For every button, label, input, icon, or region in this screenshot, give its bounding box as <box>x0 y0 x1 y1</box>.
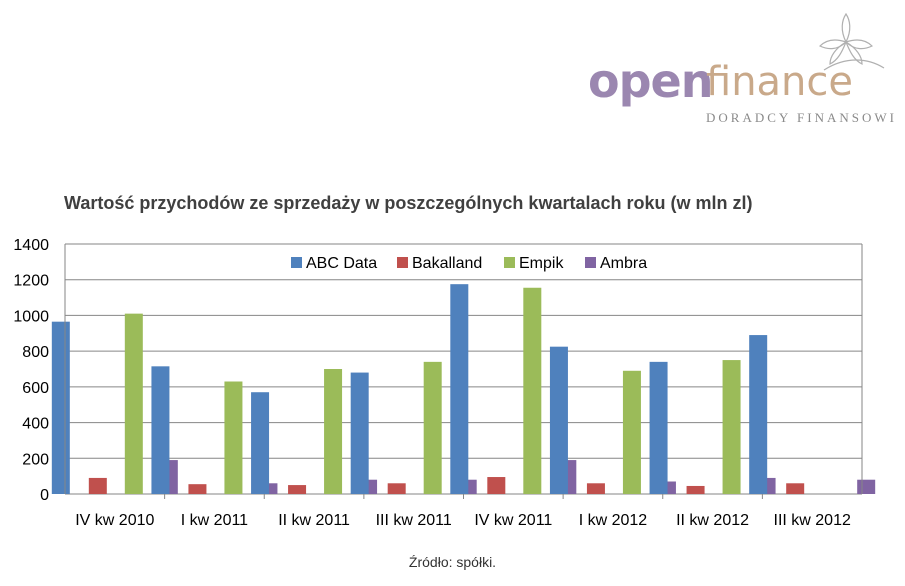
bar-bakalland <box>288 485 307 494</box>
source-note: Źródło: spółki. <box>408 554 497 570</box>
bar-abc-data <box>549 346 568 494</box>
bar-abc-data <box>350 372 369 494</box>
logo-open-text: open <box>588 54 713 108</box>
bar-empik <box>324 369 343 494</box>
bar-empik <box>722 360 741 494</box>
bar-abc-data <box>51 321 70 494</box>
x-tick-label: III kw 2011 <box>376 512 452 529</box>
y-tick-label: 0 <box>40 487 49 504</box>
chart-title: Wartość przychodów ze sprzedaży w poszcz… <box>64 193 753 213</box>
logo-subtitle: DORADCY FINANSOWI <box>706 110 897 125</box>
bar-bakalland <box>88 477 107 494</box>
x-tick-label: IV kw 2011 <box>474 512 552 529</box>
bars <box>51 284 876 494</box>
bar-empik <box>124 313 143 494</box>
x-tick-label: I kw 2012 <box>579 512 648 529</box>
bar-empik <box>423 361 442 494</box>
bar-bakalland <box>487 477 506 494</box>
x-tick-label: III kw 2012 <box>774 512 851 529</box>
bar-ambra <box>857 479 876 494</box>
bar-bakalland <box>686 485 705 494</box>
bar-abc-data <box>151 366 170 494</box>
axes: 0 200 400 600 800 1000 1200 1400 IV kw 2010 I kw … <box>13 237 863 529</box>
legend-swatch <box>397 257 408 268</box>
y-tick-label: 1400 <box>13 237 49 254</box>
x-tick-label: II kw 2011 <box>278 512 350 529</box>
y-tick-label: 1000 <box>13 308 49 325</box>
legend-swatch <box>291 257 302 268</box>
logo-finance-text: finance <box>706 59 854 105</box>
legend-label: Bakalland <box>412 255 482 272</box>
bar-empik <box>224 381 243 494</box>
bar-bakalland <box>387 483 406 494</box>
x-tick-label: II kw 2012 <box>676 512 749 529</box>
y-tick-label: 400 <box>22 416 49 433</box>
bar-abc-data <box>450 284 469 494</box>
bar-abc-data <box>251 392 270 494</box>
x-tick-label: IV kw 2010 <box>75 512 154 529</box>
legend-label: Ambra <box>600 255 647 272</box>
bar-abc-data <box>749 335 768 494</box>
bar-bakalland <box>188 484 207 494</box>
legend-swatch <box>585 257 596 268</box>
x-tick-label: I kw 2011 <box>181 512 248 529</box>
y-tick-label: 600 <box>22 380 49 397</box>
legend: ABC Data Bakalland Empik Ambra <box>291 255 647 272</box>
open-finance-logo: open finance DORADCY FINANSOWI <box>588 12 894 132</box>
bar-bakalland <box>586 483 605 494</box>
legend-swatch <box>504 257 515 268</box>
y-tick-label: 1200 <box>13 273 49 290</box>
bar-empik <box>523 287 542 494</box>
flower-icon <box>818 12 885 71</box>
bar-abc-data <box>649 361 668 494</box>
legend-label: Empik <box>519 255 564 272</box>
legend-label: ABC Data <box>306 255 377 272</box>
y-tick-label: 200 <box>22 451 49 468</box>
bar-empik <box>622 370 641 494</box>
y-tick-label: 800 <box>22 344 49 361</box>
bar-bakalland <box>786 483 805 494</box>
